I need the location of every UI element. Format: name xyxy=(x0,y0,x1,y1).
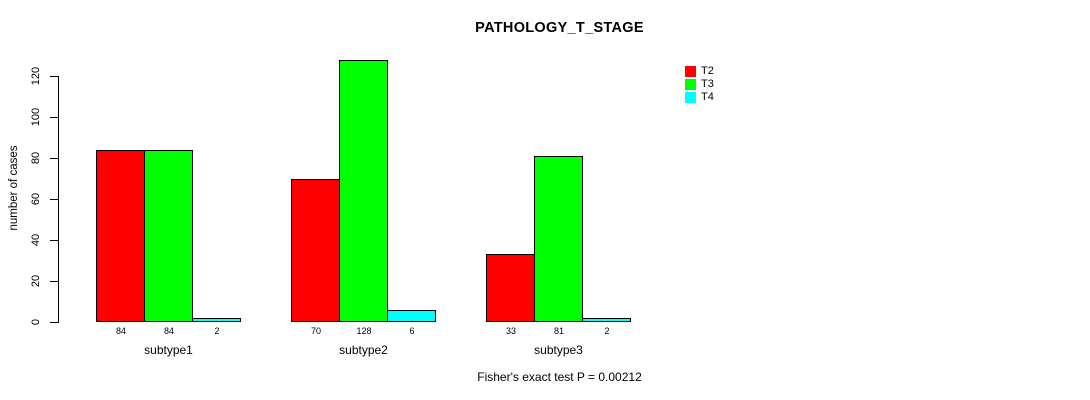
bar-value-label: 128 xyxy=(356,326,372,336)
y-axis-tick xyxy=(50,281,58,282)
legend-swatch-t4 xyxy=(685,92,696,103)
bar-t3-subtype1 xyxy=(144,150,193,322)
bar-t4-subtype3 xyxy=(582,318,631,322)
bar-value-label: 33 xyxy=(505,326,516,336)
y-axis-tick xyxy=(50,240,58,241)
y-axis-tick-label: 120 xyxy=(30,66,42,86)
bar-t4-subtype1 xyxy=(192,318,241,322)
category-label-subtype2: subtype2 xyxy=(339,343,388,357)
legend-item-t2: T2 xyxy=(685,65,714,78)
y-axis-tick xyxy=(50,76,58,77)
legend-label-t3: T3 xyxy=(701,78,714,90)
y-axis-tick-label: 40 xyxy=(30,233,42,247)
y-axis-line xyxy=(58,76,59,323)
y-axis-tick xyxy=(50,158,58,159)
bar-t3-subtype2 xyxy=(339,60,388,322)
bar-value-label: 81 xyxy=(553,326,564,336)
legend-swatch-t2 xyxy=(685,66,696,77)
bar-t3-subtype3 xyxy=(534,156,583,322)
y-axis-tick-label: 80 xyxy=(30,151,42,165)
legend-item-t4: T4 xyxy=(685,91,714,104)
y-axis-tick-label: 0 xyxy=(30,318,42,326)
legend-label-t4: T4 xyxy=(701,91,714,103)
y-axis-tick xyxy=(50,117,58,118)
y-axis-tick xyxy=(50,322,58,323)
category-label-subtype3: subtype3 xyxy=(534,343,583,357)
legend-label-t2: T2 xyxy=(701,65,714,77)
bar-value-label: 2 xyxy=(214,326,220,336)
y-axis-tick-label: 20 xyxy=(30,274,42,288)
bar-t2-subtype1 xyxy=(96,150,145,322)
bar-t2-subtype3 xyxy=(486,254,535,322)
legend-swatch-t3 xyxy=(685,79,696,90)
bar-value-label: 6 xyxy=(409,326,415,336)
legend: T2 T3 T4 xyxy=(685,65,714,104)
bar-value-label: 84 xyxy=(163,326,174,336)
y-axis-title: number of cases xyxy=(8,145,20,231)
category-label-subtype1: subtype1 xyxy=(144,343,193,357)
y-axis-tick-label: 60 xyxy=(30,192,42,206)
bar-value-label: 84 xyxy=(115,326,126,336)
bar-value-label: 2 xyxy=(604,326,610,336)
bar-t2-subtype2 xyxy=(291,179,340,322)
chart-title: PATHOLOGY_T_STAGE xyxy=(475,20,644,36)
legend-item-t3: T3 xyxy=(685,78,714,91)
y-axis-tick-label: 100 xyxy=(30,107,42,127)
bar-t4-subtype2 xyxy=(387,310,436,322)
bar-value-label: 70 xyxy=(310,326,321,336)
annotation-fisher-test: Fisher's exact test P = 0.00212 xyxy=(477,370,642,384)
y-axis-tick xyxy=(50,199,58,200)
